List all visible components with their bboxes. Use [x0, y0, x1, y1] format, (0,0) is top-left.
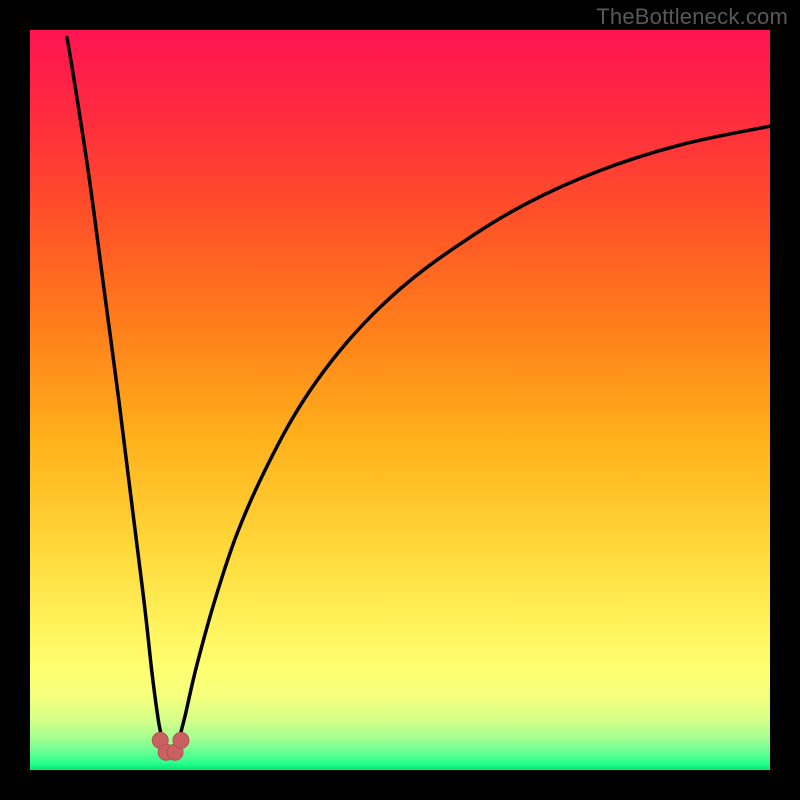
watermark-text: TheBottleneck.com — [596, 4, 788, 30]
gradient-background — [30, 30, 770, 770]
chart-container: TheBottleneck.com — [0, 0, 800, 800]
chart-svg — [30, 30, 770, 770]
plot-area — [30, 30, 770, 770]
dip-marker — [173, 732, 189, 748]
